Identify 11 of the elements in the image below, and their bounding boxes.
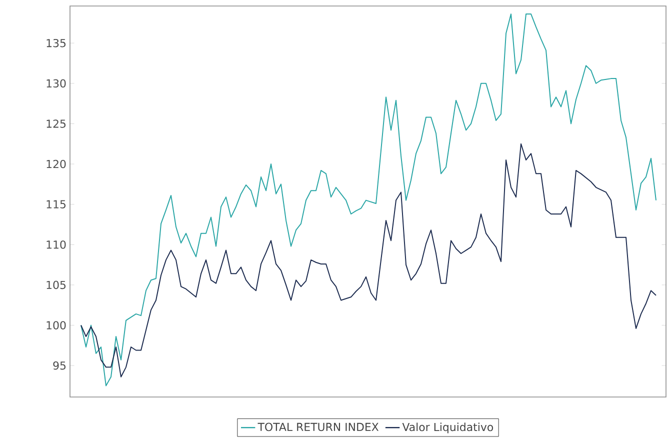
y-tick-label: 95 — [53, 361, 66, 370]
y-tick-label: 130 — [46, 79, 66, 88]
y-tick-label: 120 — [46, 160, 66, 168]
y-tick-label: 100 — [46, 321, 66, 330]
y-tick-label: 110 — [46, 240, 66, 249]
legend-label: Valor Liquidativo — [402, 422, 494, 434]
y-tick-label: 115 — [46, 200, 66, 208]
legend-label: TOTAL RETURN INDEX — [258, 422, 379, 432]
y-tick-label: 135 — [46, 38, 66, 48]
y-tick-label: 105 — [46, 280, 66, 290]
y-tick-label: 125 — [46, 120, 66, 128]
